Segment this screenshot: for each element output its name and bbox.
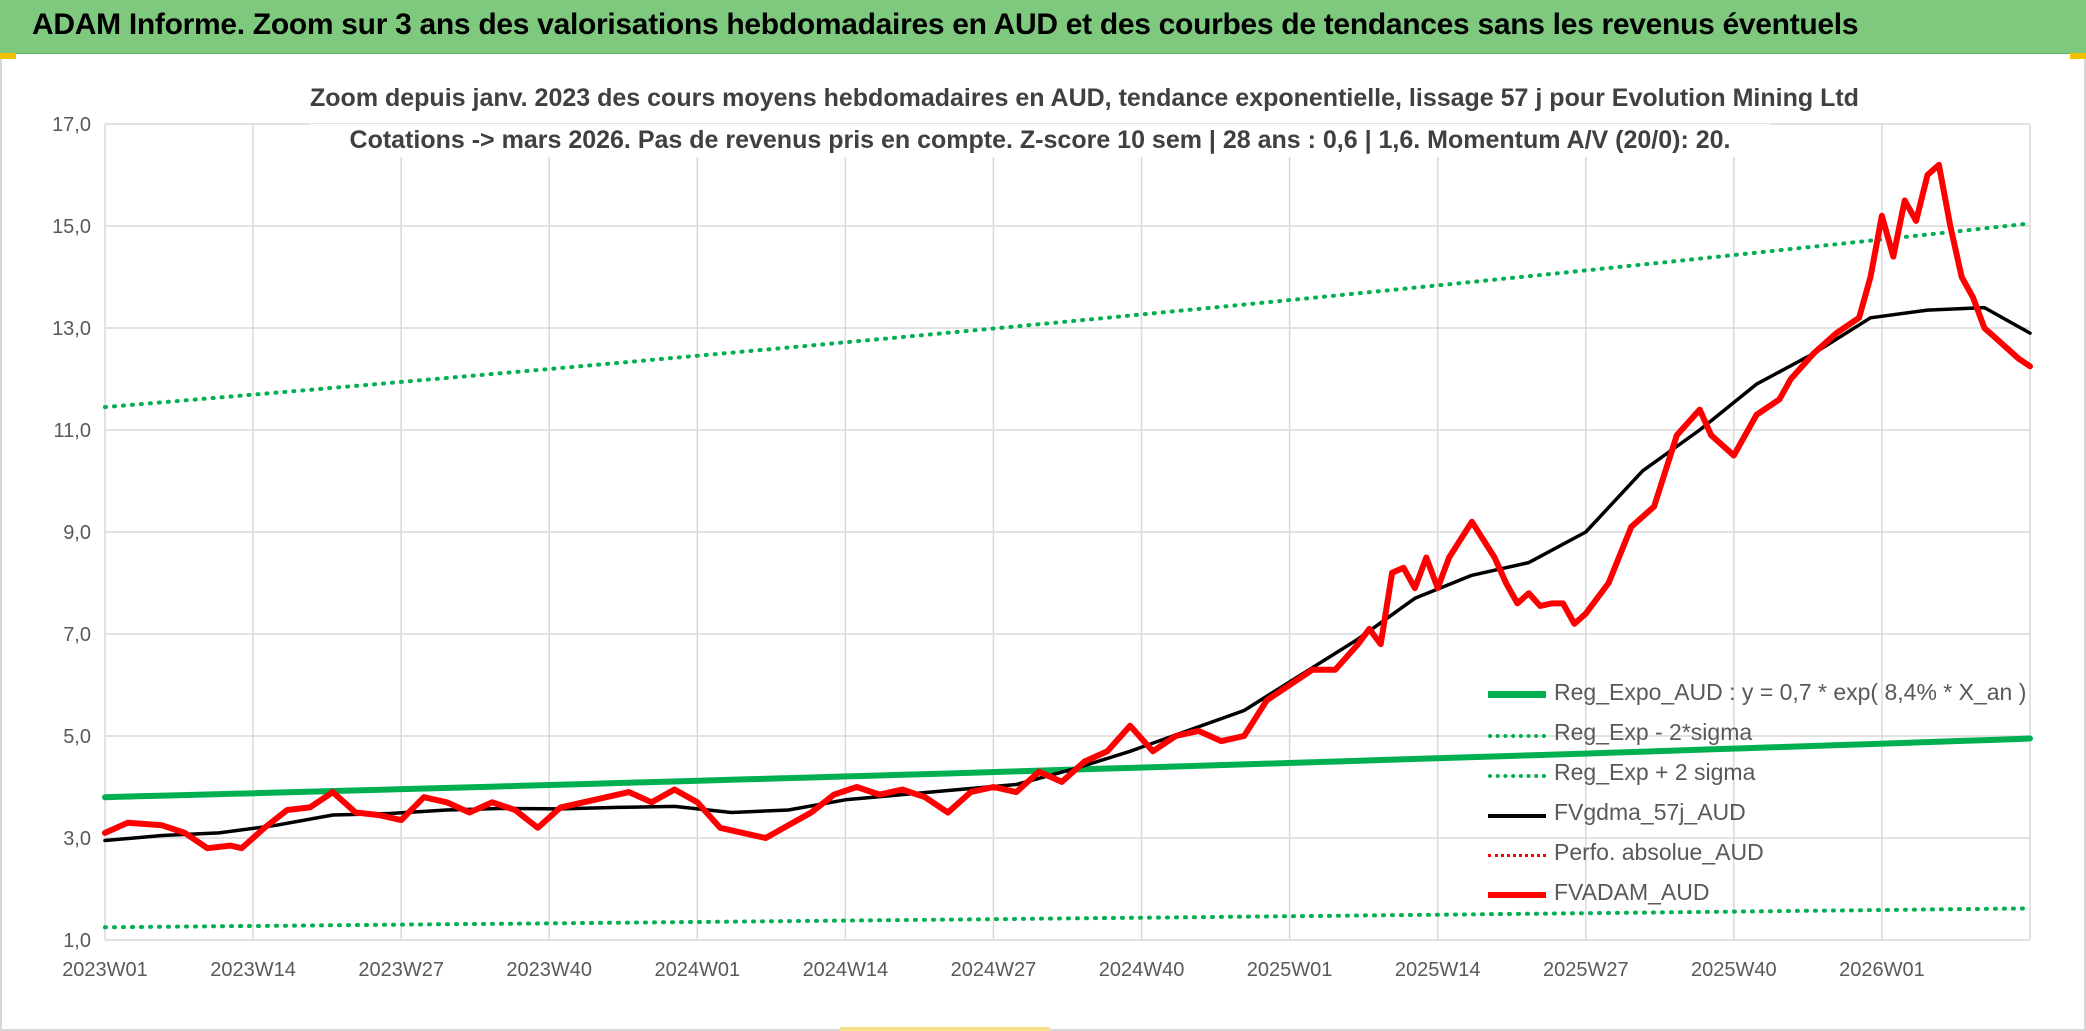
y-tick-label: 11,0	[54, 420, 91, 442]
legend-label-reg-minus: Reg_Exp - 2*sigma	[1554, 719, 1753, 745]
legend-label-perfo: Perfo. absolue_AUD	[1554, 839, 1764, 865]
series-reg-minus-2sigma	[103, 906, 2032, 930]
x-tick-label: 2024W14	[803, 959, 889, 981]
x-tick-label: 2023W27	[358, 959, 444, 981]
series-group	[102, 161, 2033, 930]
legend-item-fvgdma: FVgdma_57j_AUD	[1488, 796, 2048, 836]
legend-item-perfo: Perfo. absolue_AUD	[1488, 836, 2048, 876]
x-axis-ticks: 2023W01 2023W14 2023W27 2023W40 2024W01 2024W…	[62, 959, 1925, 981]
x-tick-label: 2023W40	[506, 959, 592, 981]
legend-label-reg-plus: Reg_Exp + 2 sigma	[1554, 759, 1756, 785]
bottom-tab	[840, 1027, 1050, 1031]
legend-label-reg-expo: Reg_Expo_AUD : y = 0,7 * exp( 8,4% * X_a…	[1554, 679, 2027, 705]
legend-swatch-fvgdma	[1488, 814, 1546, 818]
x-tick-label: 2025W14	[1395, 959, 1481, 981]
y-tick-label: 3,0	[63, 828, 91, 850]
legend-label-fvgdma: FVgdma_57j_AUD	[1554, 799, 1746, 825]
x-tick-label: 2024W01	[654, 959, 740, 981]
chart-title-line-1: Zoom depuis janv. 2023 des cours moyens …	[310, 82, 1859, 115]
series-fvadam	[102, 161, 2033, 852]
corner-tab-left	[0, 53, 16, 59]
series-reg-plus-2sigma	[103, 221, 2032, 410]
x-tick-label: 2025W01	[1247, 959, 1333, 981]
legend-label-fvadam: FVADAM_AUD	[1554, 879, 1710, 905]
banner-title: ADAM Informe. Zoom sur 3 ans des valoris…	[32, 8, 1859, 41]
header-banner: ADAM Informe. Zoom sur 3 ans des valoris…	[0, 0, 2086, 54]
y-tick-label: 1,0	[63, 930, 91, 952]
legend-swatch-fvadam	[1488, 892, 1546, 898]
y-axis-ticks: 1,0 3,0 5,0 7,0 9,0 11,0 13,0 15,0 17,0	[52, 114, 91, 952]
y-tick-label: 5,0	[63, 726, 91, 748]
chart-title-line-2: Cotations -> mars 2026. Pas de revenus p…	[310, 124, 1770, 157]
legend-item-fvadam: FVADAM_AUD	[1488, 876, 2048, 916]
legend-swatch-reg-plus	[1488, 774, 1546, 778]
y-tick-label: 15,0	[52, 216, 91, 238]
legend-item-reg-expo: Reg_Expo_AUD : y = 0,7 * exp( 8,4% * X_a…	[1488, 676, 2048, 716]
x-tick-label: 2024W27	[951, 959, 1037, 981]
legend: Reg_Expo_AUD : y = 0,7 * exp( 8,4% * X_a…	[1488, 676, 2048, 916]
y-tick-label: 17,0	[52, 114, 91, 136]
x-tick-label: 2023W14	[210, 959, 296, 981]
corner-tab-right	[2070, 53, 2086, 59]
y-tick-label: 13,0	[52, 318, 91, 340]
legend-swatch-reg-minus	[1488, 734, 1546, 738]
x-tick-label: 2024W40	[1099, 959, 1185, 981]
legend-item-reg-minus: Reg_Exp - 2*sigma	[1488, 716, 2048, 756]
x-tick-label: 2023W01	[62, 959, 148, 981]
x-tick-label: 2025W40	[1691, 959, 1777, 981]
y-tick-label: 9,0	[63, 522, 91, 544]
x-tick-label: 2026W01	[1839, 959, 1925, 981]
y-tick-label: 7,0	[63, 624, 91, 646]
x-tick-label: 2025W27	[1543, 959, 1629, 981]
legend-swatch-perfo	[1488, 854, 1546, 857]
legend-item-reg-plus: Reg_Exp + 2 sigma	[1488, 756, 2048, 796]
legend-swatch-reg-expo	[1488, 691, 1546, 698]
